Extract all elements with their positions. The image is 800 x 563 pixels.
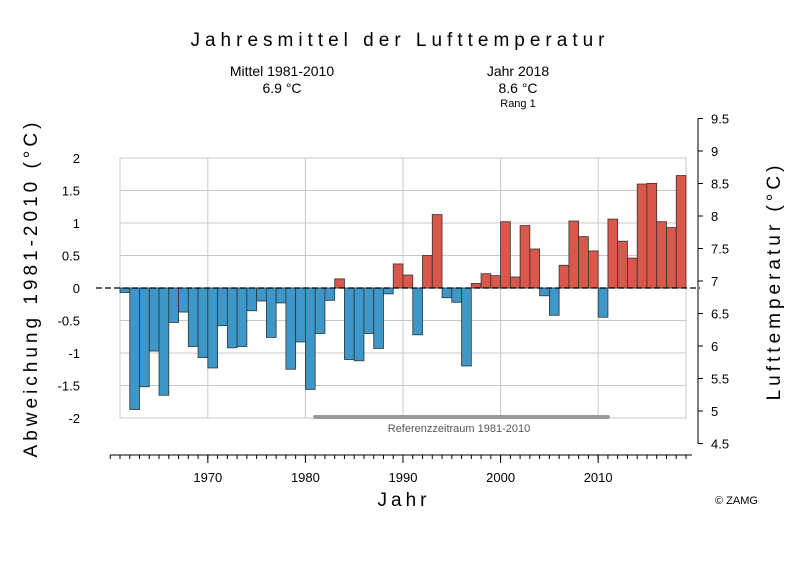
bar-1989 bbox=[392, 263, 404, 289]
bar-1970 bbox=[207, 287, 218, 369]
x-tick-label: 2000 bbox=[486, 470, 515, 485]
bar-1991 bbox=[412, 287, 423, 336]
bar-1962 bbox=[129, 287, 140, 410]
x-tick-label: 2010 bbox=[584, 470, 613, 485]
bar-2006 bbox=[558, 264, 570, 289]
bar-1972 bbox=[226, 287, 238, 349]
bar-1995 bbox=[451, 287, 462, 303]
bar-2015 bbox=[646, 182, 658, 289]
bar-2016 bbox=[656, 221, 667, 289]
bar-2001 bbox=[509, 276, 521, 289]
bar-2010 bbox=[597, 287, 609, 318]
bar-2009 bbox=[588, 250, 599, 289]
bar-2017 bbox=[666, 227, 677, 289]
bar-1990 bbox=[402, 274, 414, 289]
reference-period-label: Referenzzeitraum 1981-2010 bbox=[388, 423, 530, 435]
bar-2013 bbox=[627, 257, 638, 289]
chart-title: Jahresmittel der Lufttemperatur bbox=[190, 30, 609, 51]
bar-2012 bbox=[617, 240, 628, 289]
bar-1984 bbox=[344, 287, 355, 360]
bar-1975 bbox=[256, 287, 267, 302]
bar-2008 bbox=[578, 236, 589, 289]
bar-1967 bbox=[178, 287, 189, 313]
bar-2014 bbox=[636, 183, 648, 289]
y-right-tick-label: 6.5 bbox=[711, 307, 729, 322]
bar-1976 bbox=[265, 287, 277, 338]
y-axis-right-title: Lufttemperatur (°C) bbox=[764, 162, 785, 401]
x-axis-title: Jahr bbox=[378, 490, 431, 511]
bar-2002 bbox=[519, 225, 531, 289]
x-tick-label: 1990 bbox=[389, 470, 418, 485]
bar-1993 bbox=[431, 214, 443, 289]
bar-1965 bbox=[158, 287, 170, 396]
bar-1987 bbox=[373, 287, 384, 349]
year-value: 8.6 °C bbox=[498, 80, 537, 96]
bar-1983 bbox=[334, 278, 345, 289]
bar-1992 bbox=[422, 255, 433, 289]
axes-group: 2 1.5 1 0.5 0 -0.5 -1 -1.5 -2 9.5 9 8.5 8 7.5 7 6.5 6 5.5… bbox=[58, 112, 729, 486]
bar-2011 bbox=[607, 218, 619, 289]
y-left-tick-label: 0.5 bbox=[62, 249, 80, 264]
bar-2007 bbox=[568, 220, 580, 289]
y-left-tick-label: 1 bbox=[73, 216, 80, 231]
bar-1980 bbox=[305, 287, 316, 390]
bar-1968 bbox=[187, 287, 199, 347]
bar-2018 bbox=[675, 175, 687, 289]
y-left-tick-label: 0 bbox=[73, 281, 80, 296]
y-right-tick-label: 4.5 bbox=[711, 437, 729, 452]
bar-1966 bbox=[168, 287, 179, 323]
y-right-tick-label: 9 bbox=[711, 144, 718, 159]
bar-1998 bbox=[480, 273, 492, 289]
copyright-notice: © ZAMG bbox=[715, 495, 758, 507]
bar-1985 bbox=[353, 287, 365, 362]
bar-1978 bbox=[285, 287, 297, 370]
bar-1982 bbox=[324, 287, 336, 301]
y-axis-left-title: Abweichung 1981-2010 (°C) bbox=[21, 119, 42, 458]
bar-1981 bbox=[314, 287, 326, 334]
bar-1999 bbox=[490, 275, 501, 289]
x-tick-label: 1970 bbox=[193, 470, 222, 485]
bar-2005 bbox=[548, 287, 560, 316]
bar-1988 bbox=[383, 287, 394, 295]
bar-1994 bbox=[441, 287, 453, 299]
y-right-tick-label: 5 bbox=[711, 404, 718, 419]
y-left-tick-label: -1.5 bbox=[58, 379, 80, 394]
bar-1996 bbox=[461, 287, 472, 367]
y-left-tick-label: -1 bbox=[68, 346, 80, 361]
bar-1979 bbox=[295, 287, 306, 343]
bar-1961 bbox=[119, 287, 131, 293]
bar-1964 bbox=[148, 287, 160, 352]
bar-1986 bbox=[363, 287, 375, 334]
y-right-tick-label: 5.5 bbox=[711, 372, 729, 387]
bars-group bbox=[119, 175, 687, 410]
y-right-tick-label: 7.5 bbox=[711, 242, 729, 257]
y-right-tick-label: 8.5 bbox=[711, 177, 729, 192]
bar-2004 bbox=[539, 287, 550, 297]
year-rank: Rang 1 bbox=[500, 98, 535, 110]
bar-1974 bbox=[246, 287, 258, 312]
mean-period-label: Mittel 1981-2010 bbox=[230, 63, 335, 79]
bar-1997 bbox=[470, 283, 482, 289]
y-right-tick-label: 8 bbox=[711, 209, 718, 224]
bar-2000 bbox=[500, 221, 511, 289]
bar-1971 bbox=[217, 287, 228, 327]
y-left-tick-label: -0.5 bbox=[58, 314, 80, 329]
year-label: Jahr 2018 bbox=[487, 63, 549, 79]
y-left-tick-label: -2 bbox=[68, 411, 80, 426]
y-left-tick-label: 2 bbox=[73, 151, 80, 166]
y-left-tick-label: 1.5 bbox=[62, 184, 80, 199]
bar-1963 bbox=[139, 287, 150, 388]
y-right-tick-label: 7 bbox=[711, 274, 718, 289]
bar-2003 bbox=[529, 248, 541, 289]
bar-1973 bbox=[236, 287, 248, 347]
mean-period-value: 6.9 °C bbox=[262, 80, 301, 96]
bar-1969 bbox=[197, 287, 209, 358]
bar-1977 bbox=[275, 287, 287, 304]
y-right-tick-label: 6 bbox=[711, 339, 718, 354]
y-right-tick-label: 9.5 bbox=[711, 112, 729, 127]
x-tick-label: 1980 bbox=[291, 470, 320, 485]
